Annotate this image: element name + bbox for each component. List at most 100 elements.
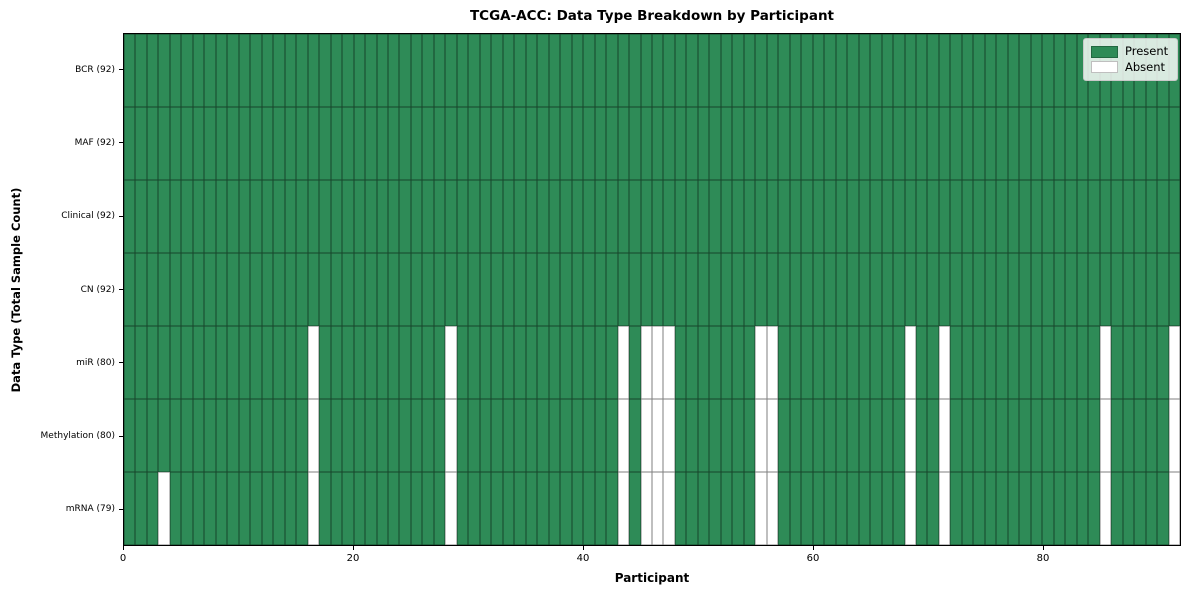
heatmap-cell [468, 107, 480, 180]
heatmap-cell [525, 34, 538, 107]
heatmap-cell [560, 472, 572, 545]
heatmap-cell [720, 180, 733, 253]
heatmap-cell [847, 107, 859, 180]
heatmap-cell [732, 326, 744, 399]
heatmap-cell [284, 399, 297, 472]
heatmap-cell [204, 472, 216, 545]
heatmap-cell [1145, 253, 1158, 326]
heatmap-cell [204, 399, 216, 472]
heatmap-cell [307, 34, 320, 107]
heatmap-cell [399, 472, 411, 545]
heatmap-cell [135, 399, 147, 472]
heatmap-cell [858, 399, 871, 472]
heatmap-cell [984, 34, 997, 107]
heatmap-cell [732, 472, 744, 545]
heatmap-cell [950, 253, 962, 326]
heatmap-cell [938, 180, 951, 253]
heatmap-cell [789, 253, 802, 326]
heatmap-cell [376, 180, 388, 253]
heatmap-cell [410, 180, 423, 253]
heatmap-cell [537, 34, 549, 107]
heatmap-cell [674, 253, 687, 326]
heatmap-cell [399, 326, 411, 399]
y-tick-label: BCR (92) [75, 64, 115, 75]
heatmap-cell [158, 472, 170, 545]
heatmap-cell [273, 253, 285, 326]
heatmap-cell [938, 472, 951, 545]
heatmap-cell [594, 472, 607, 545]
heatmap-cell [284, 326, 297, 399]
heatmap-cell [709, 472, 721, 545]
heatmap-cell [1042, 253, 1054, 326]
heatmap-cell [1019, 399, 1031, 472]
heatmap-cell [124, 472, 136, 545]
heatmap-cell [961, 472, 974, 545]
heatmap-cell [720, 399, 733, 472]
heatmap-cell [479, 399, 492, 472]
heatmap-cell [1007, 253, 1020, 326]
heatmap-cell [996, 399, 1008, 472]
heatmap-cell [1088, 399, 1100, 472]
heatmap-cell [250, 34, 262, 107]
heatmap-cell [433, 472, 446, 545]
heatmap-cell [973, 107, 985, 180]
heatmap-cell [445, 326, 457, 399]
heatmap-cell [388, 472, 400, 545]
heatmap-cell [789, 326, 802, 399]
heatmap-cell [778, 399, 790, 472]
x-tick-label: 0 [119, 553, 127, 564]
heatmap-cell [950, 34, 962, 107]
heatmap-cell [560, 253, 572, 326]
heatmap-cell [893, 34, 905, 107]
heatmap-cell [261, 107, 274, 180]
heatmap-cell [732, 34, 744, 107]
heatmap-cell [227, 34, 239, 107]
heatmap-cell [996, 180, 1008, 253]
heatmap-cell [124, 180, 136, 253]
heatmap-cell [192, 326, 205, 399]
heatmap-cell [778, 326, 790, 399]
heatmap-cell [1007, 180, 1020, 253]
heatmap-cell [284, 253, 297, 326]
heatmap-cell [801, 34, 813, 107]
heatmap-cell [468, 326, 480, 399]
heatmap-cell [479, 472, 492, 545]
heatmap-cell [307, 472, 320, 545]
heatmap-cell [1168, 107, 1180, 180]
heatmap-cell [961, 180, 974, 253]
heatmap-cell [525, 472, 538, 545]
heatmap-cell [858, 180, 871, 253]
heatmap-cell [674, 180, 687, 253]
heatmap-cell [858, 253, 871, 326]
heatmap-cell [307, 253, 320, 326]
heatmap-cell [468, 399, 480, 472]
heatmap-cell [560, 399, 572, 472]
heatmap-cell [732, 180, 744, 253]
heatmap-cell [1030, 180, 1043, 253]
heatmap-cell [468, 34, 480, 107]
heatmap-cell [720, 253, 733, 326]
heatmap-cell [273, 326, 285, 399]
heatmap-cell [353, 180, 366, 253]
heatmap-cell [330, 107, 343, 180]
heatmap-cell [984, 399, 997, 472]
heatmap-cell [709, 180, 721, 253]
heatmap-cell [502, 326, 515, 399]
heatmap-cell [916, 253, 928, 326]
heatmap-cell [766, 253, 779, 326]
heatmap-cell [1030, 326, 1043, 399]
heatmap-cell [227, 399, 239, 472]
heatmap-cell [571, 34, 584, 107]
heatmap-cell [1065, 253, 1077, 326]
heatmap-cell [927, 399, 939, 472]
x-tick-mark [352, 546, 354, 550]
heatmap-cell [881, 472, 894, 545]
present-swatch [1091, 45, 1118, 58]
heatmap-cell [135, 34, 147, 107]
heatmap-cell [663, 399, 675, 472]
heatmap-cell [1134, 399, 1146, 472]
heatmap-cell [514, 326, 526, 399]
heatmap-cell [250, 399, 262, 472]
heatmap-cell [617, 253, 630, 326]
